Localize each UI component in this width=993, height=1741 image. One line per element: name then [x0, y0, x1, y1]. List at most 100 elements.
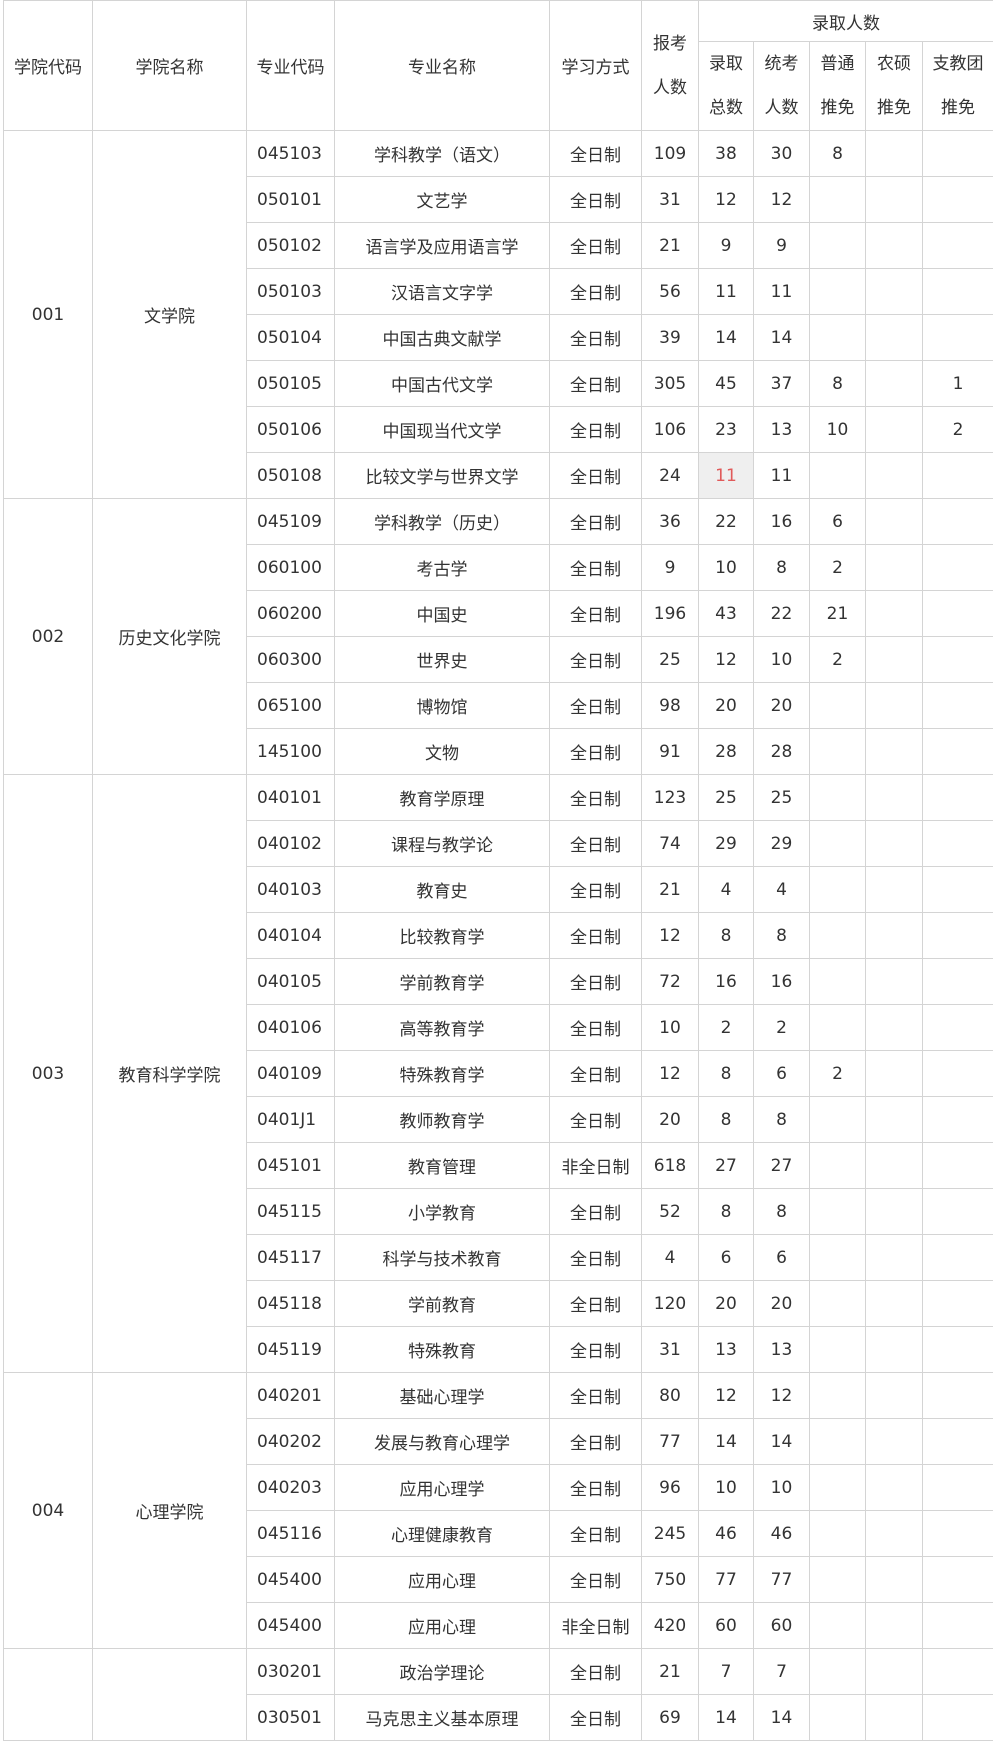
header-line1: 统考	[765, 54, 799, 74]
applicants: 56	[642, 269, 699, 315]
volunteer-exempt	[923, 1051, 993, 1097]
applicants: 21	[642, 1649, 699, 1695]
header-study-mode: 学习方式	[550, 1, 642, 131]
exam-admitted: 20	[754, 1281, 810, 1327]
applicants: 618	[642, 1143, 699, 1189]
major-name: 世界史	[335, 637, 550, 683]
applicants: 21	[642, 223, 699, 269]
exam-admitted: 25	[754, 775, 810, 821]
major-name: 文艺学	[335, 177, 550, 223]
study-mode: 全日制	[550, 1327, 642, 1373]
header-line2: 推免	[821, 98, 855, 118]
volunteer-exempt	[923, 683, 993, 729]
total-admitted: 2	[699, 1005, 754, 1051]
total-admitted: 27	[699, 1143, 754, 1189]
college-code: 001	[4, 131, 93, 499]
agri-master-exempt	[866, 1097, 923, 1143]
total-admitted: 25	[699, 775, 754, 821]
applicants: 245	[642, 1511, 699, 1557]
agri-master-exempt	[866, 269, 923, 315]
total-admitted: 28	[699, 729, 754, 775]
major-code: 040202	[247, 1419, 335, 1465]
agri-master-exempt	[866, 453, 923, 499]
exam-admitted: 10	[754, 637, 810, 683]
major-name: 马克思主义基本原理	[335, 1695, 550, 1741]
applicants: 39	[642, 315, 699, 361]
applicants: 106	[642, 407, 699, 453]
volunteer-exempt	[923, 1327, 993, 1373]
applicants: 52	[642, 1189, 699, 1235]
college-name: 心理学院	[93, 1373, 247, 1649]
major-name: 特殊教育学	[335, 1051, 550, 1097]
college-code: 003	[4, 775, 93, 1373]
header-applicants-line2: 人数	[653, 78, 687, 98]
regular-exempt	[810, 683, 866, 729]
agri-master-exempt	[866, 913, 923, 959]
major-code: 045115	[247, 1189, 335, 1235]
regular-exempt	[810, 269, 866, 315]
exam-admitted: 14	[754, 315, 810, 361]
major-code: 045101	[247, 1143, 335, 1189]
volunteer-exempt	[923, 913, 993, 959]
header-line1: 录取	[709, 54, 743, 74]
volunteer-exempt	[923, 775, 993, 821]
total-admitted: 14	[699, 1419, 754, 1465]
exam-admitted: 60	[754, 1603, 810, 1649]
volunteer-exempt: 2	[923, 407, 993, 453]
study-mode: 全日制	[550, 407, 642, 453]
total-admitted: 14	[699, 315, 754, 361]
study-mode: 全日制	[550, 637, 642, 683]
study-mode: 非全日制	[550, 1603, 642, 1649]
major-name: 心理健康教育	[335, 1511, 550, 1557]
applicants: 21	[642, 867, 699, 913]
regular-exempt: 2	[810, 637, 866, 683]
major-code: 050104	[247, 315, 335, 361]
volunteer-exempt	[923, 1005, 993, 1051]
total-admitted: 20	[699, 1281, 754, 1327]
total-admitted: 22	[699, 499, 754, 545]
major-name: 考古学	[335, 545, 550, 591]
major-name: 发展与教育心理学	[335, 1419, 550, 1465]
study-mode: 非全日制	[550, 1143, 642, 1189]
applicants: 120	[642, 1281, 699, 1327]
study-mode: 全日制	[550, 729, 642, 775]
volunteer-exempt: 1	[923, 361, 993, 407]
volunteer-exempt	[923, 867, 993, 913]
total-admitted: 12	[699, 1373, 754, 1419]
agri-master-exempt	[866, 729, 923, 775]
study-mode: 全日制	[550, 1097, 642, 1143]
major-name: 教育学原理	[335, 775, 550, 821]
header-line2: 推免	[877, 98, 911, 118]
major-name: 高等教育学	[335, 1005, 550, 1051]
agri-master-exempt	[866, 1327, 923, 1373]
exam-admitted: 12	[754, 1373, 810, 1419]
regular-exempt	[810, 1327, 866, 1373]
study-mode: 全日制	[550, 1005, 642, 1051]
regular-exempt	[810, 1097, 866, 1143]
major-name: 教师教育学	[335, 1097, 550, 1143]
agri-master-exempt	[866, 315, 923, 361]
exam-admitted: 11	[754, 453, 810, 499]
applicants: 69	[642, 1695, 699, 1741]
exam-admitted: 8	[754, 1097, 810, 1143]
applicants: 80	[642, 1373, 699, 1419]
exam-admitted: 7	[754, 1649, 810, 1695]
agri-master-exempt	[866, 959, 923, 1005]
major-name: 比较教育学	[335, 913, 550, 959]
exam-admitted: 6	[754, 1235, 810, 1281]
college-code: 004	[4, 1373, 93, 1649]
study-mode: 全日制	[550, 177, 642, 223]
volunteer-exempt	[923, 1695, 993, 1741]
major-name: 学科教学（历史）	[335, 499, 550, 545]
volunteer-exempt	[923, 637, 993, 683]
exam-admitted: 10	[754, 1465, 810, 1511]
agri-master-exempt	[866, 821, 923, 867]
header-line2: 人数	[765, 98, 799, 118]
major-name: 汉语言文字学	[335, 269, 550, 315]
applicants: 24	[642, 453, 699, 499]
applicants: 74	[642, 821, 699, 867]
applicants: 750	[642, 1557, 699, 1603]
total-admitted: 6	[699, 1235, 754, 1281]
college-name: 教育科学学院	[93, 775, 247, 1373]
